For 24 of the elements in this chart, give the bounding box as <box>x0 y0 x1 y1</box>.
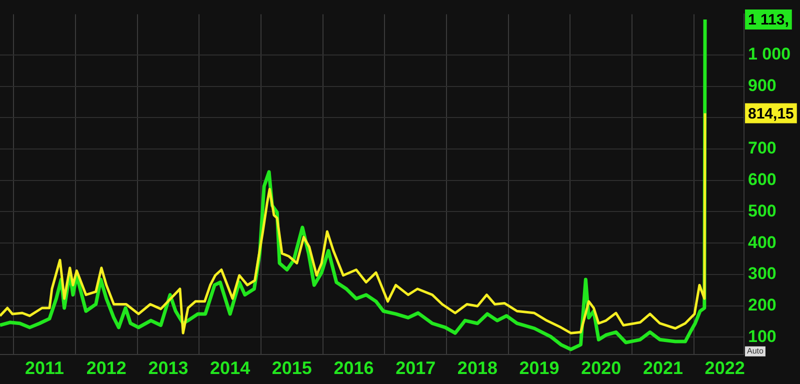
x-tick-label: 2021 <box>642 358 684 378</box>
x-tick-label: 2015 <box>272 358 312 378</box>
x-tick-label: 2022 <box>704 358 745 378</box>
x-tick-label: 2018 <box>457 358 498 378</box>
y-tick-label: 600 <box>748 170 776 190</box>
y-tick-label: 1 000 <box>748 44 791 64</box>
x-tick-label: 2019 <box>519 358 560 378</box>
text: Auto <box>747 346 764 356</box>
x-tick-label: 2020 <box>581 358 622 378</box>
x-tick-label: 2014 <box>210 358 250 378</box>
y-tick-label: 400 <box>748 232 776 252</box>
y-tick-label: 300 <box>748 264 776 284</box>
x-tick-label: 2011 <box>24 358 64 378</box>
x-tick-label: 2016 <box>334 358 374 378</box>
text: 1 113, <box>748 12 789 29</box>
y-tick-label: 200 <box>748 295 776 314</box>
x-tick-label: 2012 <box>86 358 126 378</box>
y-tick-label: 500 <box>748 201 776 220</box>
text: 814,15 <box>748 105 794 122</box>
y-tick-label: 900 <box>748 76 776 96</box>
x-tick-label: 2017 <box>396 358 436 378</box>
y-tick-label: 100 <box>748 326 776 346</box>
y-tick-label: 700 <box>748 138 776 158</box>
x-tick-label: 2013 <box>148 358 188 378</box>
